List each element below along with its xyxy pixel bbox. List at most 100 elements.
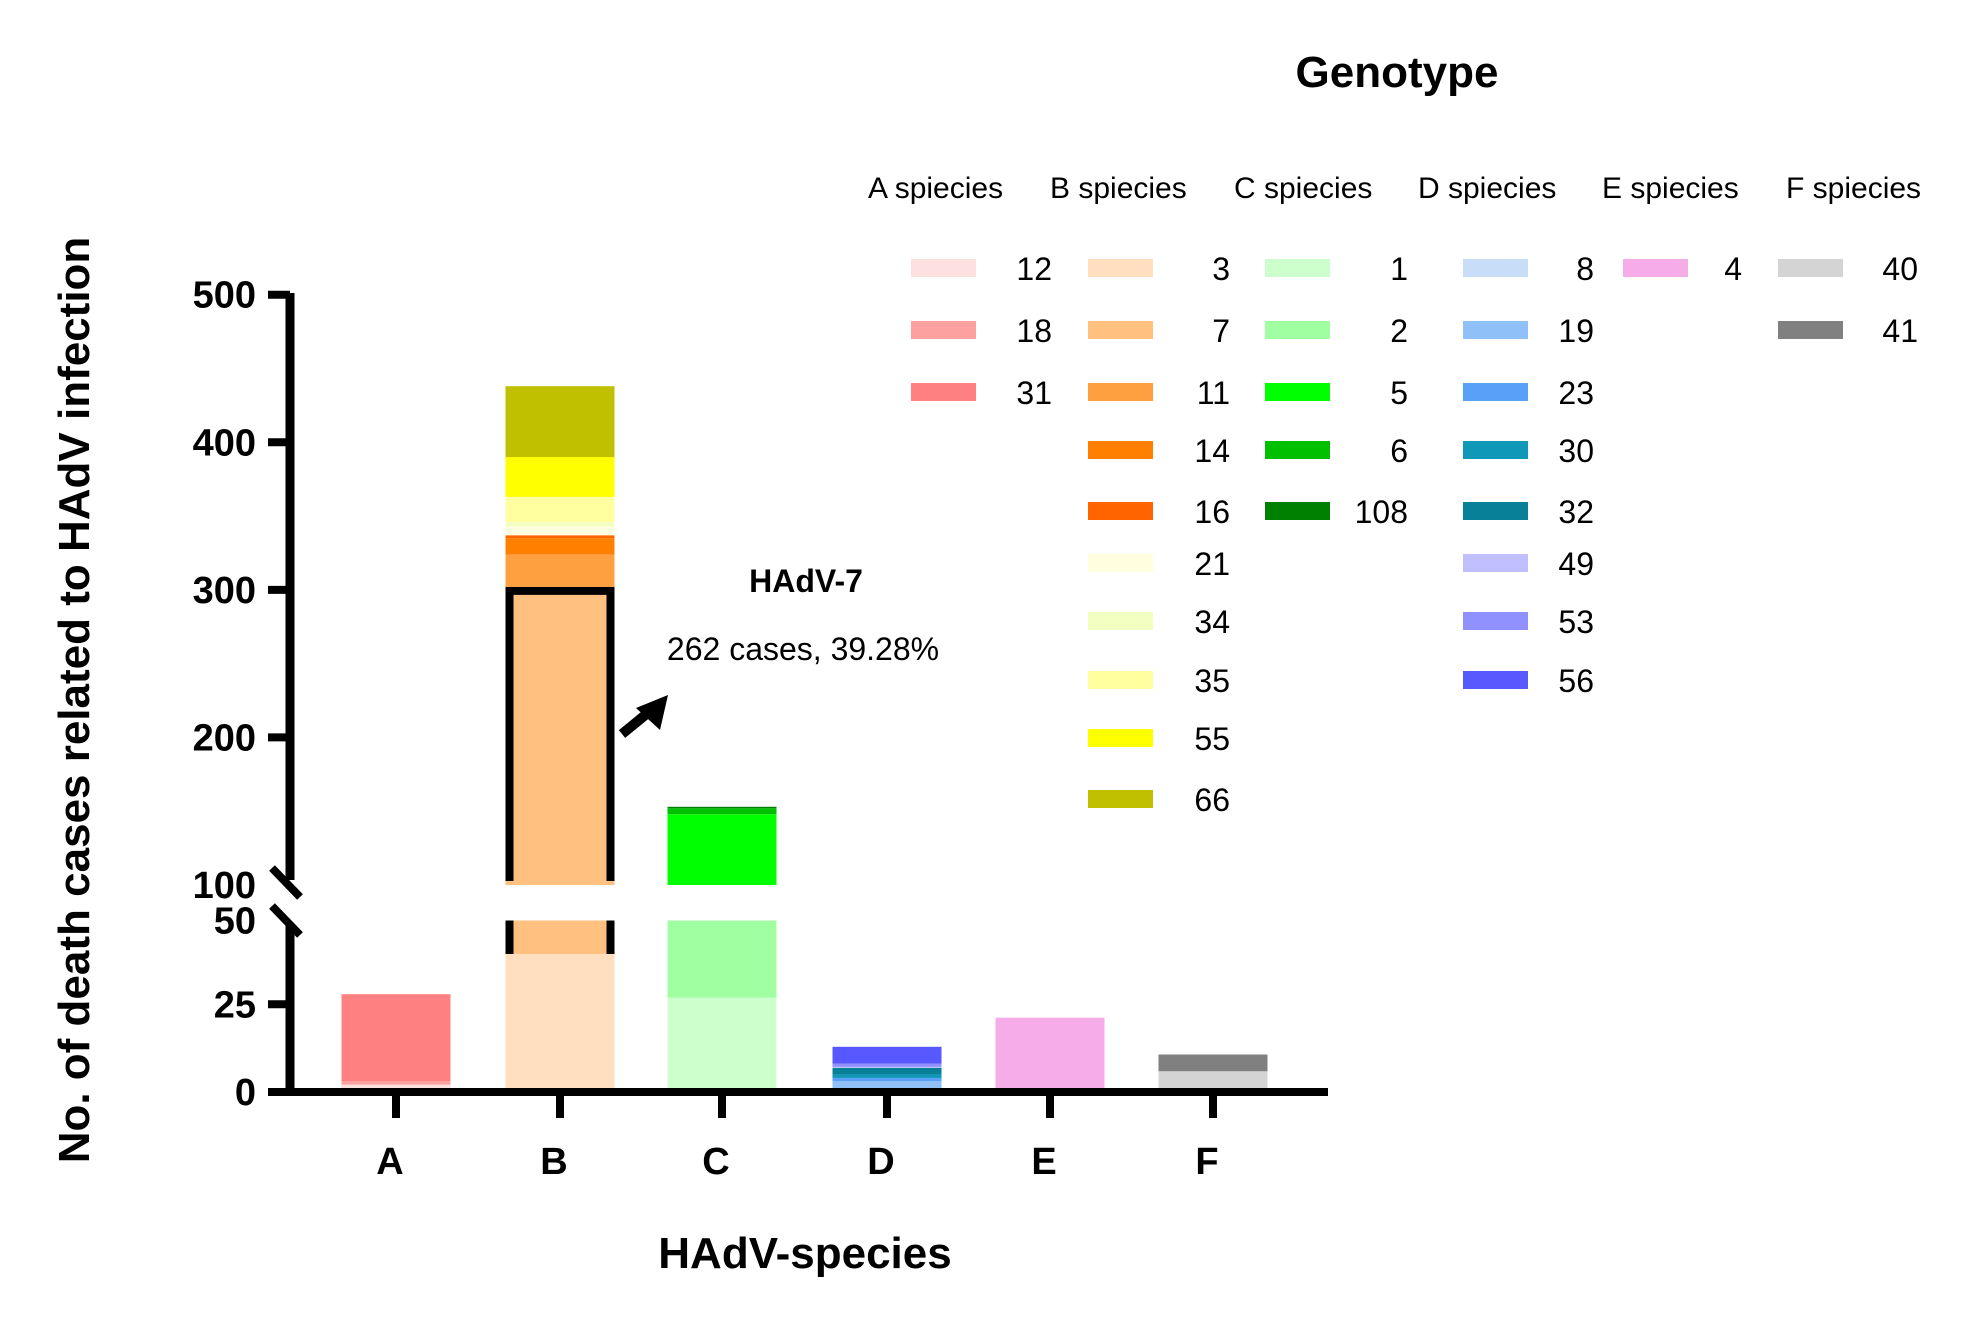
legend-swatch-B-11 bbox=[1088, 383, 1153, 401]
bars-layer bbox=[341, 386, 1268, 1088]
bar-B-genotype-7 bbox=[505, 586, 615, 885]
x-tick-label-B: B bbox=[540, 1141, 567, 1183]
y-axis-title: No. of death cases related to HAdV infec… bbox=[50, 237, 99, 1164]
bar-C-genotype-1 bbox=[667, 997, 777, 1088]
legend-swatch-C-5 bbox=[1265, 383, 1330, 401]
bar-B-genotype-14 bbox=[505, 538, 615, 555]
x-axis-title: HAdV-species bbox=[658, 1229, 951, 1278]
bar-F-genotype-40 bbox=[1158, 1071, 1268, 1088]
bar-D-genotype-53 bbox=[832, 1063, 942, 1067]
bar-B-genotype-7 bbox=[505, 920, 615, 954]
bar-C-genotype-6 bbox=[667, 808, 777, 815]
legend-label-D-8: 8 bbox=[1576, 251, 1594, 287]
legend-swatch-E-4 bbox=[1623, 259, 1688, 277]
legend-label-D-56: 56 bbox=[1558, 663, 1594, 699]
legend-swatch-B-7 bbox=[1088, 321, 1153, 339]
bar-B-genotype-3 bbox=[505, 954, 615, 1088]
annotation-text: 262 cases, 39.28% bbox=[667, 631, 939, 667]
annotation-title: HAdV-7 bbox=[749, 563, 863, 599]
legend-swatch-D-53 bbox=[1463, 612, 1528, 630]
legend-swatch-D-49 bbox=[1463, 554, 1528, 572]
legend-label-C-5: 5 bbox=[1390, 375, 1408, 411]
legend-label-D-19: 19 bbox=[1558, 313, 1594, 349]
legend-header-E: E spiecies bbox=[1602, 172, 1739, 205]
legend-label-C-1: 1 bbox=[1390, 251, 1408, 287]
bar-B-genotype-16 bbox=[505, 535, 615, 539]
legend-label-C-6: 6 bbox=[1390, 433, 1408, 469]
legend-label-D-53: 53 bbox=[1558, 604, 1594, 640]
legend-swatch-B-21 bbox=[1088, 554, 1153, 572]
bar-A-genotype-31 bbox=[341, 994, 451, 1082]
y-axis-break-mark-upper bbox=[269, 865, 303, 900]
bar-B-genotype-35 bbox=[505, 496, 615, 522]
highlight-outline-upper bbox=[505, 586, 615, 881]
annotation-hadv7: HAdV-7 262 cases, 39.28% bbox=[618, 563, 939, 738]
legend-swatch-A-12 bbox=[911, 259, 976, 277]
legend-header-C: C spiecies bbox=[1234, 172, 1372, 205]
legend-label-D-30: 30 bbox=[1558, 433, 1594, 469]
legend-swatch-D-32 bbox=[1463, 502, 1528, 520]
legend-swatch-D-56 bbox=[1463, 671, 1528, 689]
bar-A-genotype-12 bbox=[341, 1084, 451, 1088]
legend-swatch-D-30 bbox=[1463, 441, 1528, 459]
legend-label-A-18: 18 bbox=[1016, 313, 1052, 349]
legend-swatch-F-40 bbox=[1778, 259, 1843, 277]
bar-D-genotype-23 bbox=[832, 1077, 942, 1082]
legend-label-B-55: 55 bbox=[1194, 721, 1230, 757]
bar-B-genotype-21 bbox=[505, 526, 615, 536]
legend-label-B-35: 35 bbox=[1194, 663, 1230, 699]
bar-B-genotype-66 bbox=[505, 386, 615, 458]
legend-swatch-A-31 bbox=[911, 383, 976, 401]
legend-swatch-D-8 bbox=[1463, 259, 1528, 277]
x-tick-label-A: A bbox=[376, 1141, 403, 1183]
legend-label-B-16: 16 bbox=[1194, 494, 1230, 530]
legend-swatch-B-3 bbox=[1088, 259, 1153, 277]
bar-B-genotype-55 bbox=[505, 457, 615, 497]
legend-swatch-F-41 bbox=[1778, 321, 1843, 339]
bar-E-genotype-4 bbox=[995, 1017, 1105, 1088]
bar-D-genotype-49 bbox=[832, 1066, 942, 1068]
x-tick-label-F: F bbox=[1195, 1141, 1218, 1183]
legend-label-C-108: 108 bbox=[1355, 494, 1408, 530]
legend-label-B-7: 7 bbox=[1212, 313, 1230, 349]
legend-swatch-B-16 bbox=[1088, 502, 1153, 520]
bar-B-genotype-11 bbox=[505, 554, 615, 587]
y-tick-label-500: 500 bbox=[193, 275, 256, 317]
legend-label-D-23: 23 bbox=[1558, 375, 1594, 411]
legend-header-B: B spiecies bbox=[1050, 172, 1187, 205]
legend-swatch-A-18 bbox=[911, 321, 976, 339]
x-tick-label-E: E bbox=[1031, 1141, 1056, 1183]
legend-swatch-B-66 bbox=[1088, 790, 1153, 808]
x-ticks-layer: A B C D E F bbox=[376, 1092, 1219, 1183]
legend-label-A-12: 12 bbox=[1016, 251, 1052, 287]
legend-swatch-B-34 bbox=[1088, 612, 1153, 630]
legend-swatch-D-19 bbox=[1463, 321, 1528, 339]
x-tick-label-C: C bbox=[702, 1141, 729, 1183]
y-tick-label-400: 400 bbox=[193, 422, 256, 464]
bar-C-genotype-108 bbox=[667, 806, 777, 809]
bar-B-genotype-34 bbox=[505, 521, 615, 527]
legend-label-E-4: 4 bbox=[1724, 251, 1742, 287]
y-axis-break-mark-lower bbox=[269, 903, 303, 938]
legend-label-B-21: 21 bbox=[1194, 546, 1230, 582]
y-tick-label-0: 0 bbox=[235, 1072, 256, 1114]
legend-header-D: D spiecies bbox=[1418, 172, 1556, 205]
legend-swatch-D-23 bbox=[1463, 383, 1528, 401]
bar-D-genotype-56 bbox=[832, 1046, 942, 1064]
y-tick-label-50: 50 bbox=[214, 901, 256, 943]
legend-swatch-B-14 bbox=[1088, 441, 1153, 459]
legend-swatch-C-2 bbox=[1265, 321, 1330, 339]
bar-C-genotype-5 bbox=[667, 814, 777, 885]
legend-swatch-B-55 bbox=[1088, 729, 1153, 747]
x-tick-label-D: D bbox=[867, 1141, 894, 1183]
legend-header-A: A spiecies bbox=[868, 172, 1003, 205]
legend-header-F: F spiecies bbox=[1786, 172, 1921, 205]
y-tick-label-100: 100 bbox=[193, 865, 256, 907]
bar-D-genotype-19 bbox=[832, 1081, 942, 1088]
legend-title: Genotype bbox=[1296, 48, 1499, 97]
legend-label-D-32: 32 bbox=[1558, 494, 1594, 530]
legend-label-F-41: 41 bbox=[1882, 313, 1918, 349]
